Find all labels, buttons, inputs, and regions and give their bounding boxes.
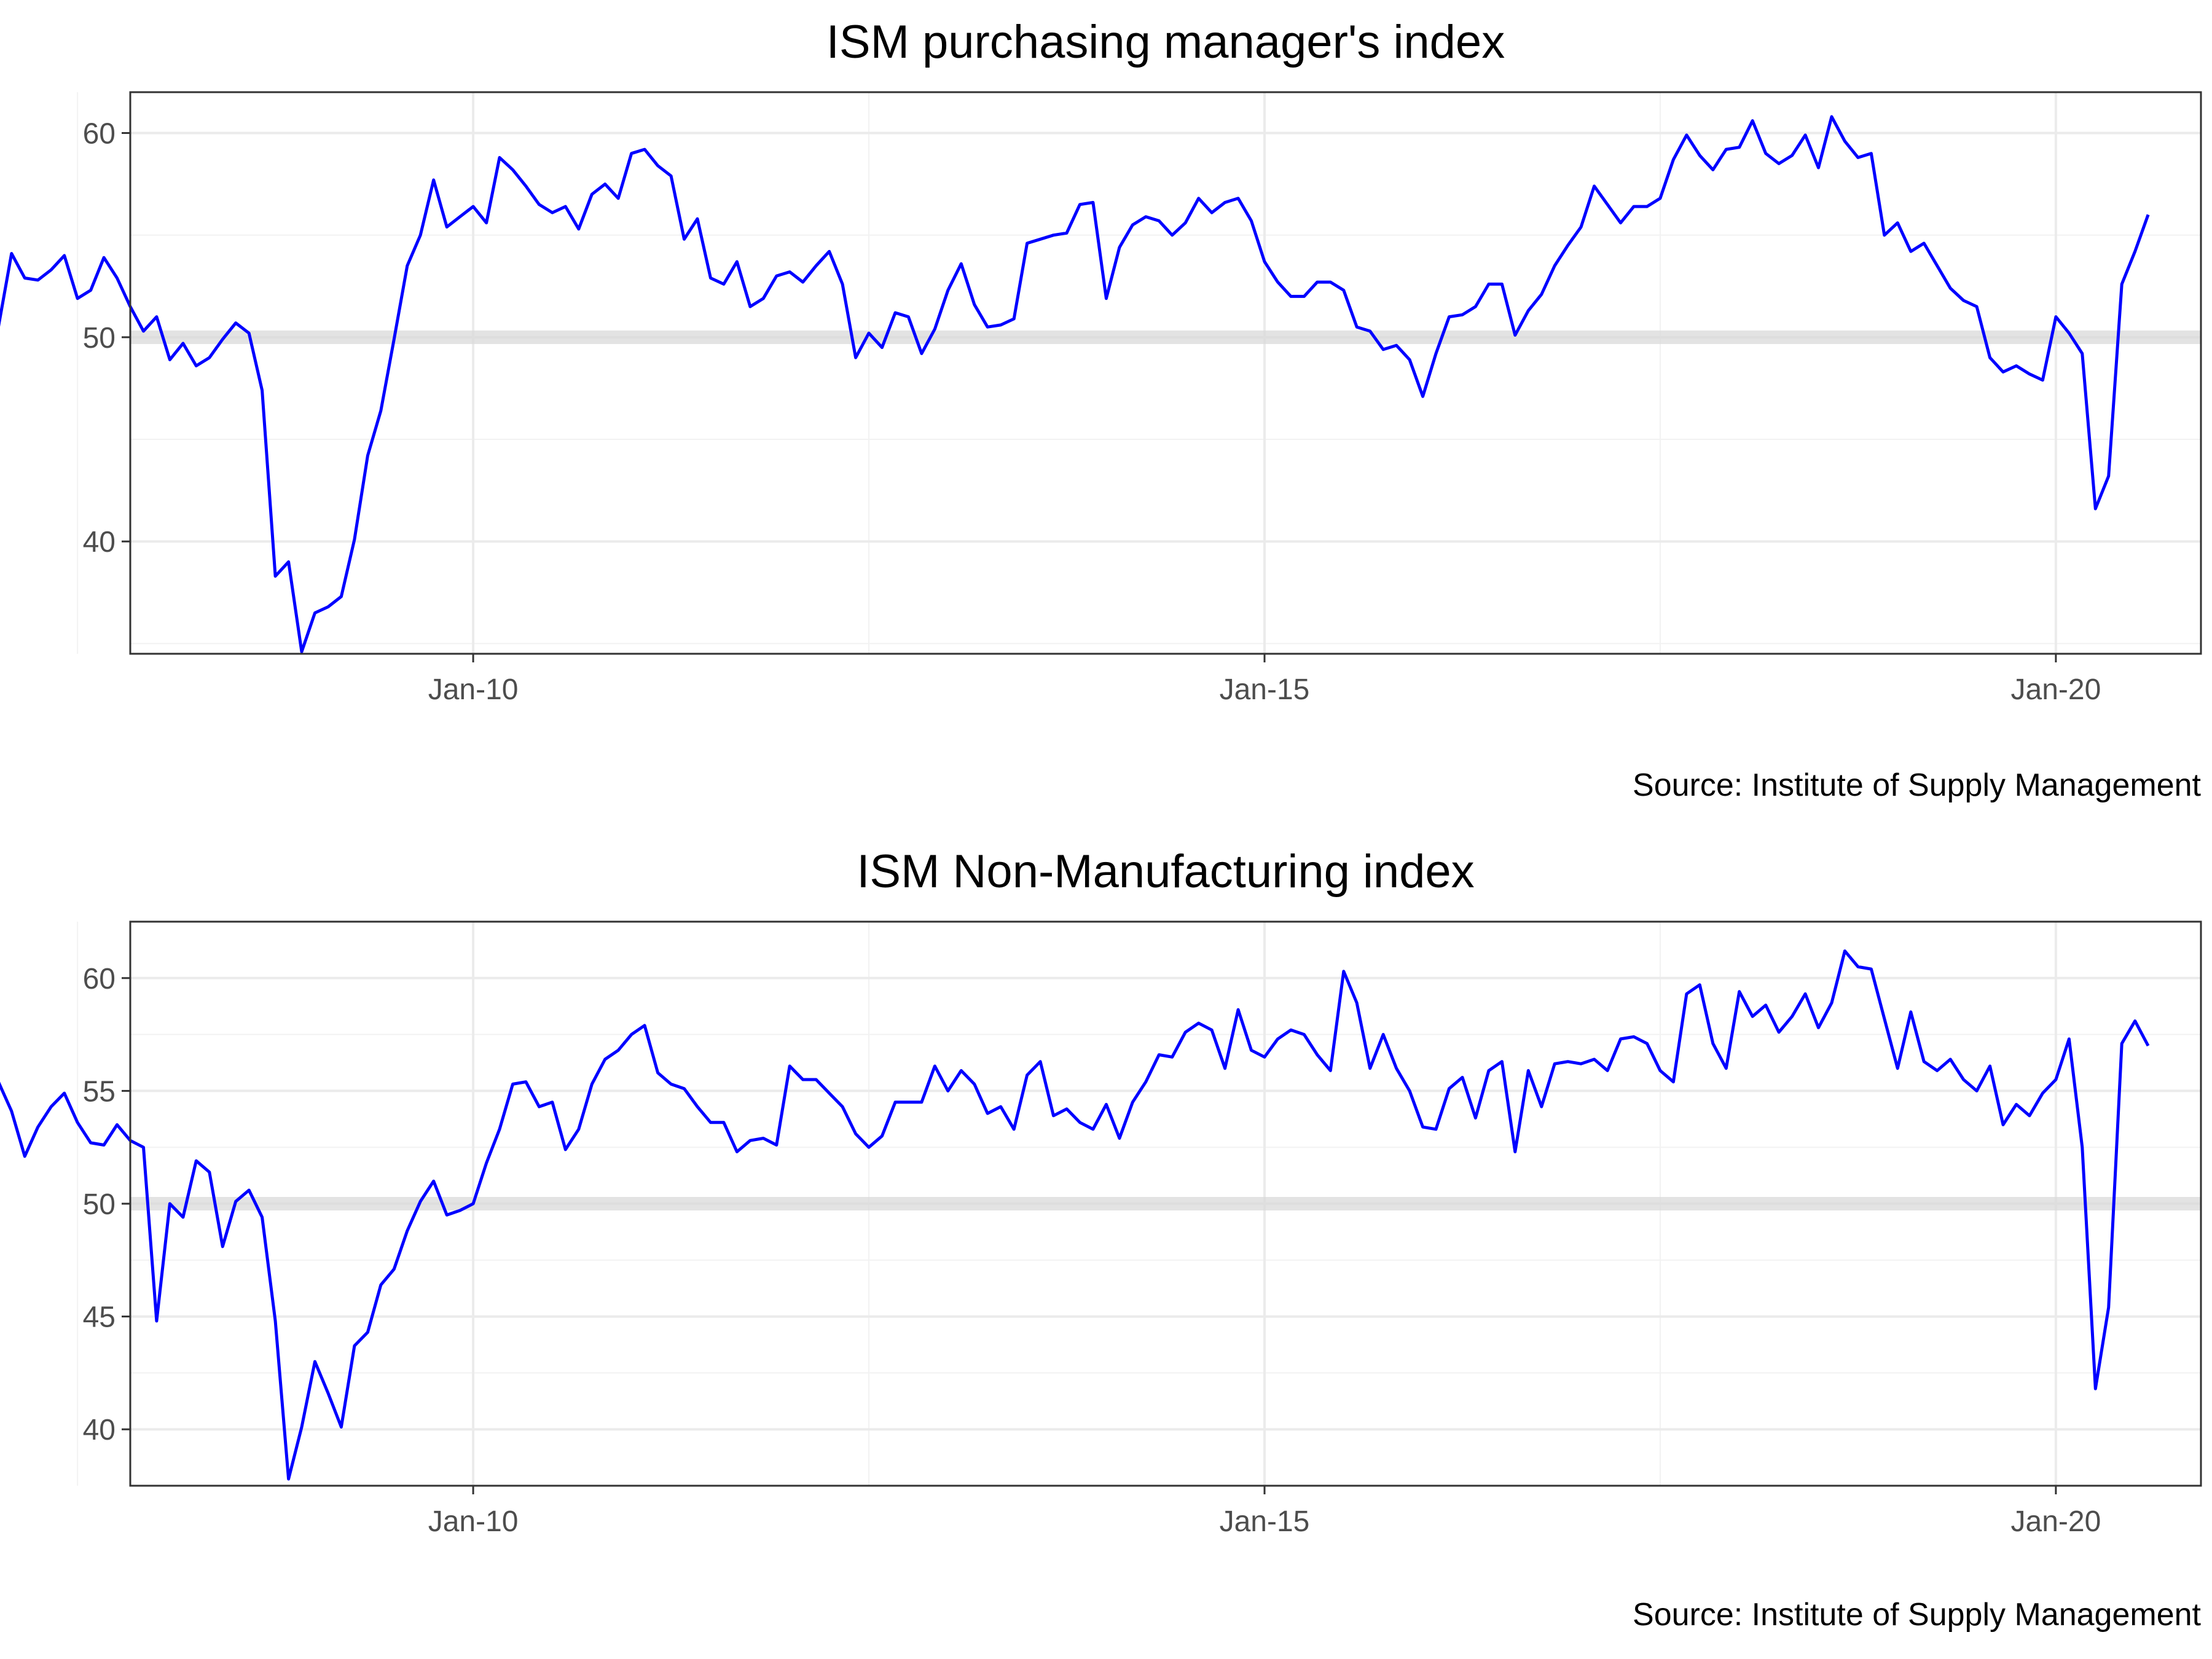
gridlines: [77, 92, 2201, 654]
x-tick-label: Jan-15: [1220, 1505, 1310, 1538]
pmi-chart-panel: ISM purchasing manager's index 40 50 60 Jan…: [0, 16, 2202, 803]
series-line: [0, 115, 2150, 654]
x-tick-label: Jan-20: [2011, 673, 2101, 706]
plot-border: [129, 91, 2202, 655]
x-tick-label: Jan-10: [428, 1505, 519, 1538]
y-tick-label: 55: [83, 1075, 116, 1108]
chart-title: ISM Non-Manufacturing index: [857, 845, 1475, 898]
y-tick-label: 50: [83, 1188, 116, 1221]
chart-title: ISM purchasing manager's index: [826, 16, 1505, 68]
y-tick-label: 60: [83, 963, 116, 995]
y-tick-label: 40: [83, 1414, 116, 1446]
x-tick-label: Jan-10: [428, 673, 519, 706]
x-tick-label: Jan-20: [2011, 1505, 2101, 1538]
y-tick-label: 50: [83, 322, 116, 355]
y-tick-label: 40: [83, 526, 116, 559]
x-tick-label: Jan-15: [1220, 673, 1310, 706]
series-line: [0, 949, 2150, 1481]
nmi-chart-panel: ISM Non-Manufacturing index 40 45 50 55 60 Ja…: [0, 830, 2212, 1659]
chart-caption: Source: Institute of Supply Management: [1633, 767, 2201, 803]
y-tick-label: 45: [83, 1301, 116, 1334]
y-tick-label: 60: [83, 117, 116, 150]
chart-caption: Source: Institute of Supply Management: [1633, 1597, 2201, 1633]
